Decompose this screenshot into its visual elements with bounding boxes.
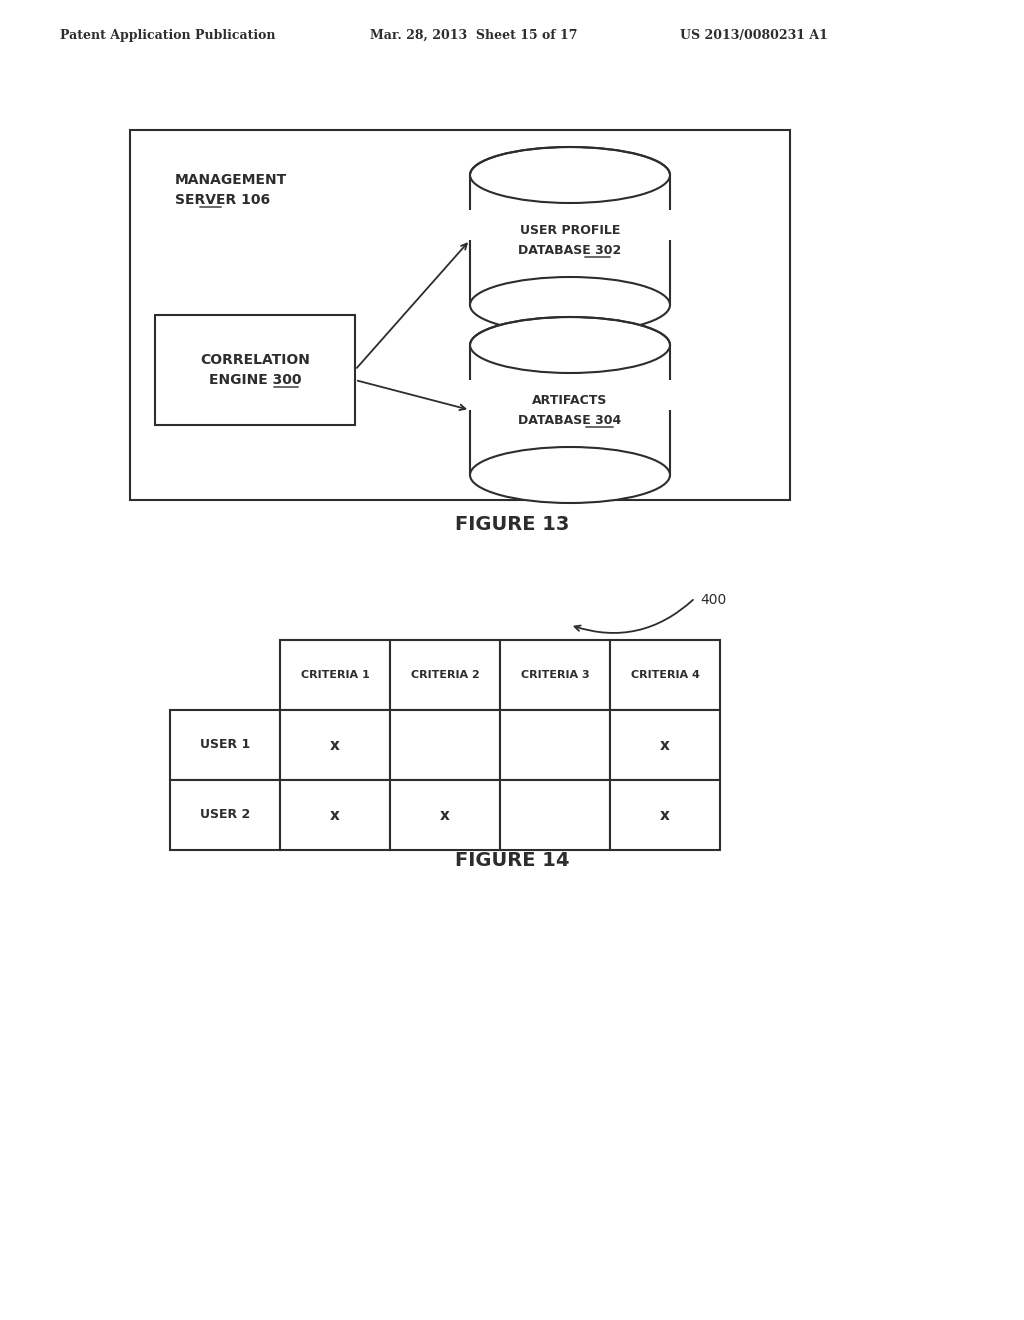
Text: CRITERIA 4: CRITERIA 4: [631, 671, 699, 680]
FancyBboxPatch shape: [500, 640, 610, 710]
FancyBboxPatch shape: [170, 710, 280, 780]
Text: ENGINE 300: ENGINE 300: [209, 374, 301, 387]
Text: CRITERIA 3: CRITERIA 3: [520, 671, 590, 680]
FancyBboxPatch shape: [170, 780, 280, 850]
FancyBboxPatch shape: [610, 710, 720, 780]
FancyBboxPatch shape: [500, 780, 610, 850]
Text: DATABASE 304: DATABASE 304: [518, 413, 622, 426]
FancyBboxPatch shape: [390, 640, 500, 710]
FancyBboxPatch shape: [470, 176, 670, 305]
Text: x: x: [660, 808, 670, 822]
Text: ARTIFACTS: ARTIFACTS: [532, 393, 607, 407]
Ellipse shape: [470, 317, 670, 374]
FancyBboxPatch shape: [468, 210, 672, 240]
FancyBboxPatch shape: [280, 640, 390, 710]
Text: MANAGEMENT: MANAGEMENT: [175, 173, 288, 187]
Text: 400: 400: [700, 593, 726, 607]
FancyBboxPatch shape: [610, 640, 720, 710]
FancyBboxPatch shape: [610, 780, 720, 850]
Ellipse shape: [470, 277, 670, 333]
Text: CORRELATION: CORRELATION: [200, 352, 310, 367]
Text: Patent Application Publication: Patent Application Publication: [60, 29, 275, 41]
Text: x: x: [440, 808, 450, 822]
FancyBboxPatch shape: [390, 780, 500, 850]
Text: USER PROFILE: USER PROFILE: [520, 223, 621, 236]
Text: DATABASE 302: DATABASE 302: [518, 243, 622, 256]
Text: SERVER 106: SERVER 106: [175, 193, 270, 207]
Text: CRITERIA 1: CRITERIA 1: [301, 671, 370, 680]
Text: FIGURE 14: FIGURE 14: [455, 850, 569, 870]
FancyBboxPatch shape: [468, 380, 672, 411]
Text: US 2013/0080231 A1: US 2013/0080231 A1: [680, 29, 827, 41]
FancyBboxPatch shape: [130, 129, 790, 500]
Text: USER 1: USER 1: [200, 738, 250, 751]
Text: FIGURE 13: FIGURE 13: [455, 516, 569, 535]
FancyBboxPatch shape: [500, 710, 610, 780]
FancyBboxPatch shape: [280, 710, 390, 780]
Text: Mar. 28, 2013  Sheet 15 of 17: Mar. 28, 2013 Sheet 15 of 17: [370, 29, 578, 41]
Text: USER 2: USER 2: [200, 808, 250, 821]
Text: x: x: [330, 738, 340, 752]
Ellipse shape: [470, 147, 670, 203]
Ellipse shape: [470, 447, 670, 503]
Text: x: x: [330, 808, 340, 822]
FancyBboxPatch shape: [390, 710, 500, 780]
Text: x: x: [660, 738, 670, 752]
FancyBboxPatch shape: [280, 780, 390, 850]
Text: CRITERIA 2: CRITERIA 2: [411, 671, 479, 680]
FancyBboxPatch shape: [155, 315, 355, 425]
FancyBboxPatch shape: [470, 345, 670, 475]
